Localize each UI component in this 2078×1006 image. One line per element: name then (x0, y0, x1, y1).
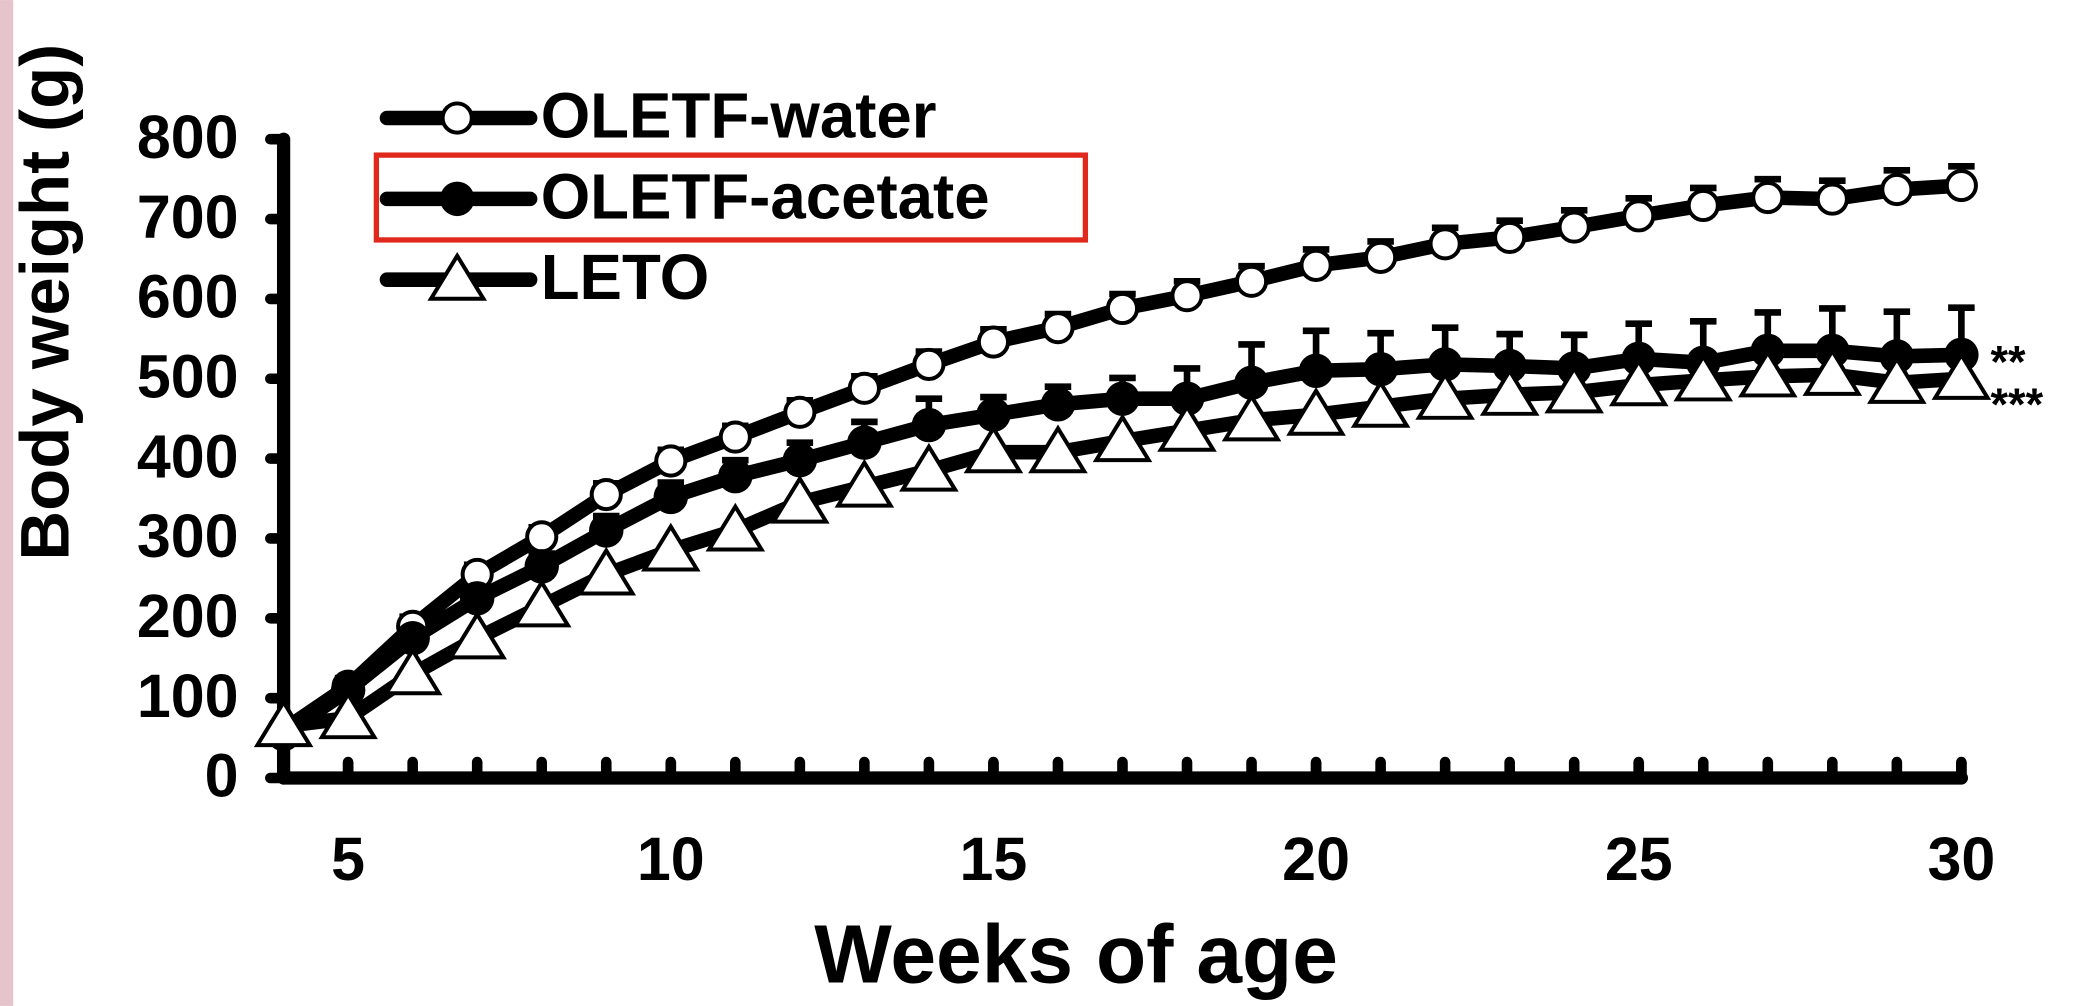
data-point (705, 502, 766, 552)
data-point (1802, 347, 1863, 396)
data-point (1363, 351, 1398, 387)
data-point (382, 646, 443, 696)
background-strip (0, 0, 14, 1006)
data-point (1041, 311, 1075, 345)
data-point (576, 546, 637, 596)
data-point (1157, 402, 1217, 452)
x-tick-label: 20 (1282, 825, 1350, 893)
y-tick-label: 500 (137, 343, 239, 411)
data-point (1364, 240, 1398, 274)
x-tick-label: 5 (331, 825, 365, 893)
legend-label: LETO (541, 242, 709, 313)
data-point (1169, 381, 1205, 416)
data-point (976, 397, 1011, 432)
data-point (1751, 180, 1785, 215)
data-point (1427, 347, 1463, 382)
data-point (834, 458, 895, 508)
data-point (1673, 352, 1734, 402)
data-point (963, 424, 1024, 474)
data-point (1608, 357, 1669, 407)
data-point (847, 371, 881, 405)
data-point (1880, 172, 1914, 207)
x-tick-label: 30 (1927, 825, 1995, 893)
data-point (525, 520, 559, 554)
data-point (1298, 353, 1334, 389)
y-tick-label: 400 (137, 422, 239, 490)
data-point (1479, 367, 1540, 416)
data-point (640, 522, 701, 572)
data-point (1815, 182, 1849, 216)
data-point (253, 698, 314, 748)
data-point (1622, 199, 1656, 233)
data-point (1028, 424, 1088, 474)
data-point (1944, 168, 1978, 203)
data-point (847, 425, 882, 460)
data-point (1686, 188, 1720, 223)
data-point (1350, 379, 1411, 428)
legend-marker (427, 252, 487, 301)
data-point (1221, 392, 1282, 442)
annotation: *** (1991, 379, 2044, 430)
data-point (1931, 351, 1992, 400)
y-tick-label: 800 (137, 103, 239, 171)
y-tick-label: 300 (137, 502, 239, 570)
x-axis-title: Weeks of age (814, 910, 1338, 1001)
highlight-box (373, 152, 1089, 243)
annotation: ** (1991, 336, 2027, 387)
legend-label: OLETF-water (541, 80, 937, 151)
data-point (589, 477, 623, 512)
data-point (330, 672, 366, 708)
data-point (1867, 355, 1927, 404)
data-point (653, 479, 689, 515)
data-point (782, 442, 818, 478)
x-tick-label: 10 (637, 825, 705, 893)
data-point (1092, 413, 1153, 463)
data-point (1544, 364, 1604, 414)
y-tick-label: 200 (137, 582, 239, 650)
data-point (718, 420, 752, 454)
data-point (1170, 279, 1204, 313)
data-point (718, 458, 753, 494)
data-point (1299, 248, 1333, 282)
data-point (1105, 381, 1140, 416)
y-tick-label: 700 (137, 183, 239, 251)
data-point (976, 325, 1010, 359)
x-tick-label: 15 (960, 825, 1028, 893)
data-point (770, 474, 830, 524)
y-tick-label: 600 (137, 263, 239, 331)
data-point (1415, 371, 1475, 420)
data-point (1492, 348, 1527, 384)
data-point (524, 549, 559, 584)
legend-marker (439, 181, 475, 217)
legend-label: OLETF-acetate (541, 161, 990, 232)
data-point (1105, 291, 1140, 326)
x-tick-label: 25 (1605, 825, 1673, 893)
data-point (783, 395, 817, 429)
data-point (1234, 365, 1269, 400)
data-point (1428, 227, 1462, 261)
data-point (1234, 264, 1269, 298)
data-point (459, 581, 495, 616)
data-point (511, 578, 572, 628)
legend-marker (440, 101, 474, 135)
data-point (395, 621, 430, 656)
data-point (318, 690, 378, 740)
data-point (912, 347, 946, 381)
y-tick-label: 100 (137, 662, 239, 730)
data-point (899, 442, 959, 492)
data-point (1557, 210, 1591, 244)
data-point (911, 407, 947, 443)
data-point (589, 513, 624, 548)
data-point (1738, 348, 1798, 398)
data-point (654, 444, 688, 478)
data-point (1040, 387, 1076, 422)
data-point (1286, 387, 1346, 436)
data-point (1493, 220, 1527, 254)
data-point (447, 610, 507, 660)
y-axis-title: Body weight (g) (7, 44, 84, 561)
y-tick-label: 0 (205, 742, 239, 810)
